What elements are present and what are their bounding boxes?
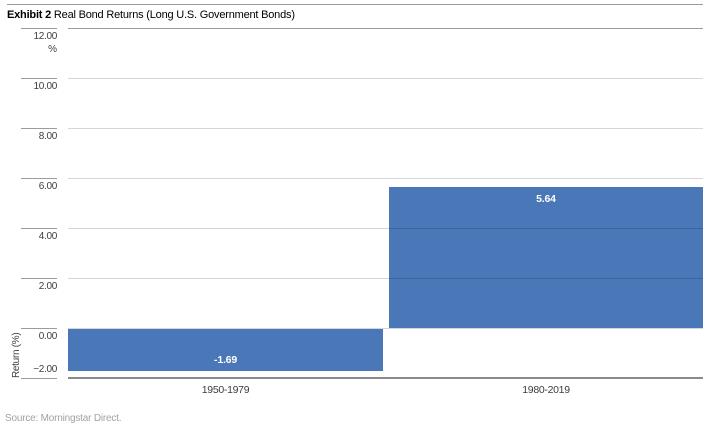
y-tick-label-2: 2.00 xyxy=(38,281,58,292)
y-tick-0 xyxy=(21,328,57,329)
y-tick-label-10: 10.00 xyxy=(33,81,57,92)
gridline-8 xyxy=(68,128,703,129)
y-tick-label-6: 6.00 xyxy=(38,181,58,192)
y-tick-8 xyxy=(21,128,57,129)
y-tick-neg2 xyxy=(21,378,57,379)
x-category-label-1980-2019: 1980-2019 xyxy=(522,384,570,396)
gridline-0 xyxy=(68,328,703,329)
chart-title-prefix: Exhibit 2 xyxy=(7,9,52,21)
chart-title: Exhibit 2 Real Bond Returns (Long U.S. G… xyxy=(7,9,295,21)
y-tick-label-0: 0.00 xyxy=(38,331,58,342)
bar-1980-2019: 5.64 xyxy=(389,187,703,328)
bar-value-label: 5.64 xyxy=(536,193,556,205)
gridline-2 xyxy=(68,278,703,279)
chart-title-text: Real Bond Returns (Long U.S. Government … xyxy=(53,9,295,21)
y-tick-10 xyxy=(21,78,57,79)
y-axis-unit-label: % xyxy=(48,44,57,55)
source-note: Source: Morningstar Direct. xyxy=(5,413,122,424)
y-tick-12 xyxy=(21,28,57,29)
y-tick-label-12: 12.00 xyxy=(33,31,57,42)
top-divider xyxy=(7,4,703,5)
y-tick-label-neg2: −2.00 xyxy=(33,364,57,375)
gridline-12 xyxy=(68,28,703,29)
y-axis-title: Return (%) xyxy=(11,332,22,378)
gridline-4 xyxy=(68,228,703,229)
y-tick-2 xyxy=(21,278,57,279)
y-tick-label-4: 4.00 xyxy=(38,231,58,242)
x-category-label-1950-1979: 1950-1979 xyxy=(201,384,250,396)
bar-1950-1979: -1.69 xyxy=(68,329,383,371)
gridline-10 xyxy=(68,78,703,79)
bar-value-label: -1.69 xyxy=(214,354,237,366)
gridline-6 xyxy=(68,178,703,179)
x-axis-line xyxy=(68,377,703,379)
plot-area: -1.69 5.64 1950-1979 1980-2019 xyxy=(68,28,703,396)
y-tick-6 xyxy=(21,178,57,179)
y-tick-4 xyxy=(21,228,57,229)
y-tick-label-8: 8.00 xyxy=(38,131,58,142)
